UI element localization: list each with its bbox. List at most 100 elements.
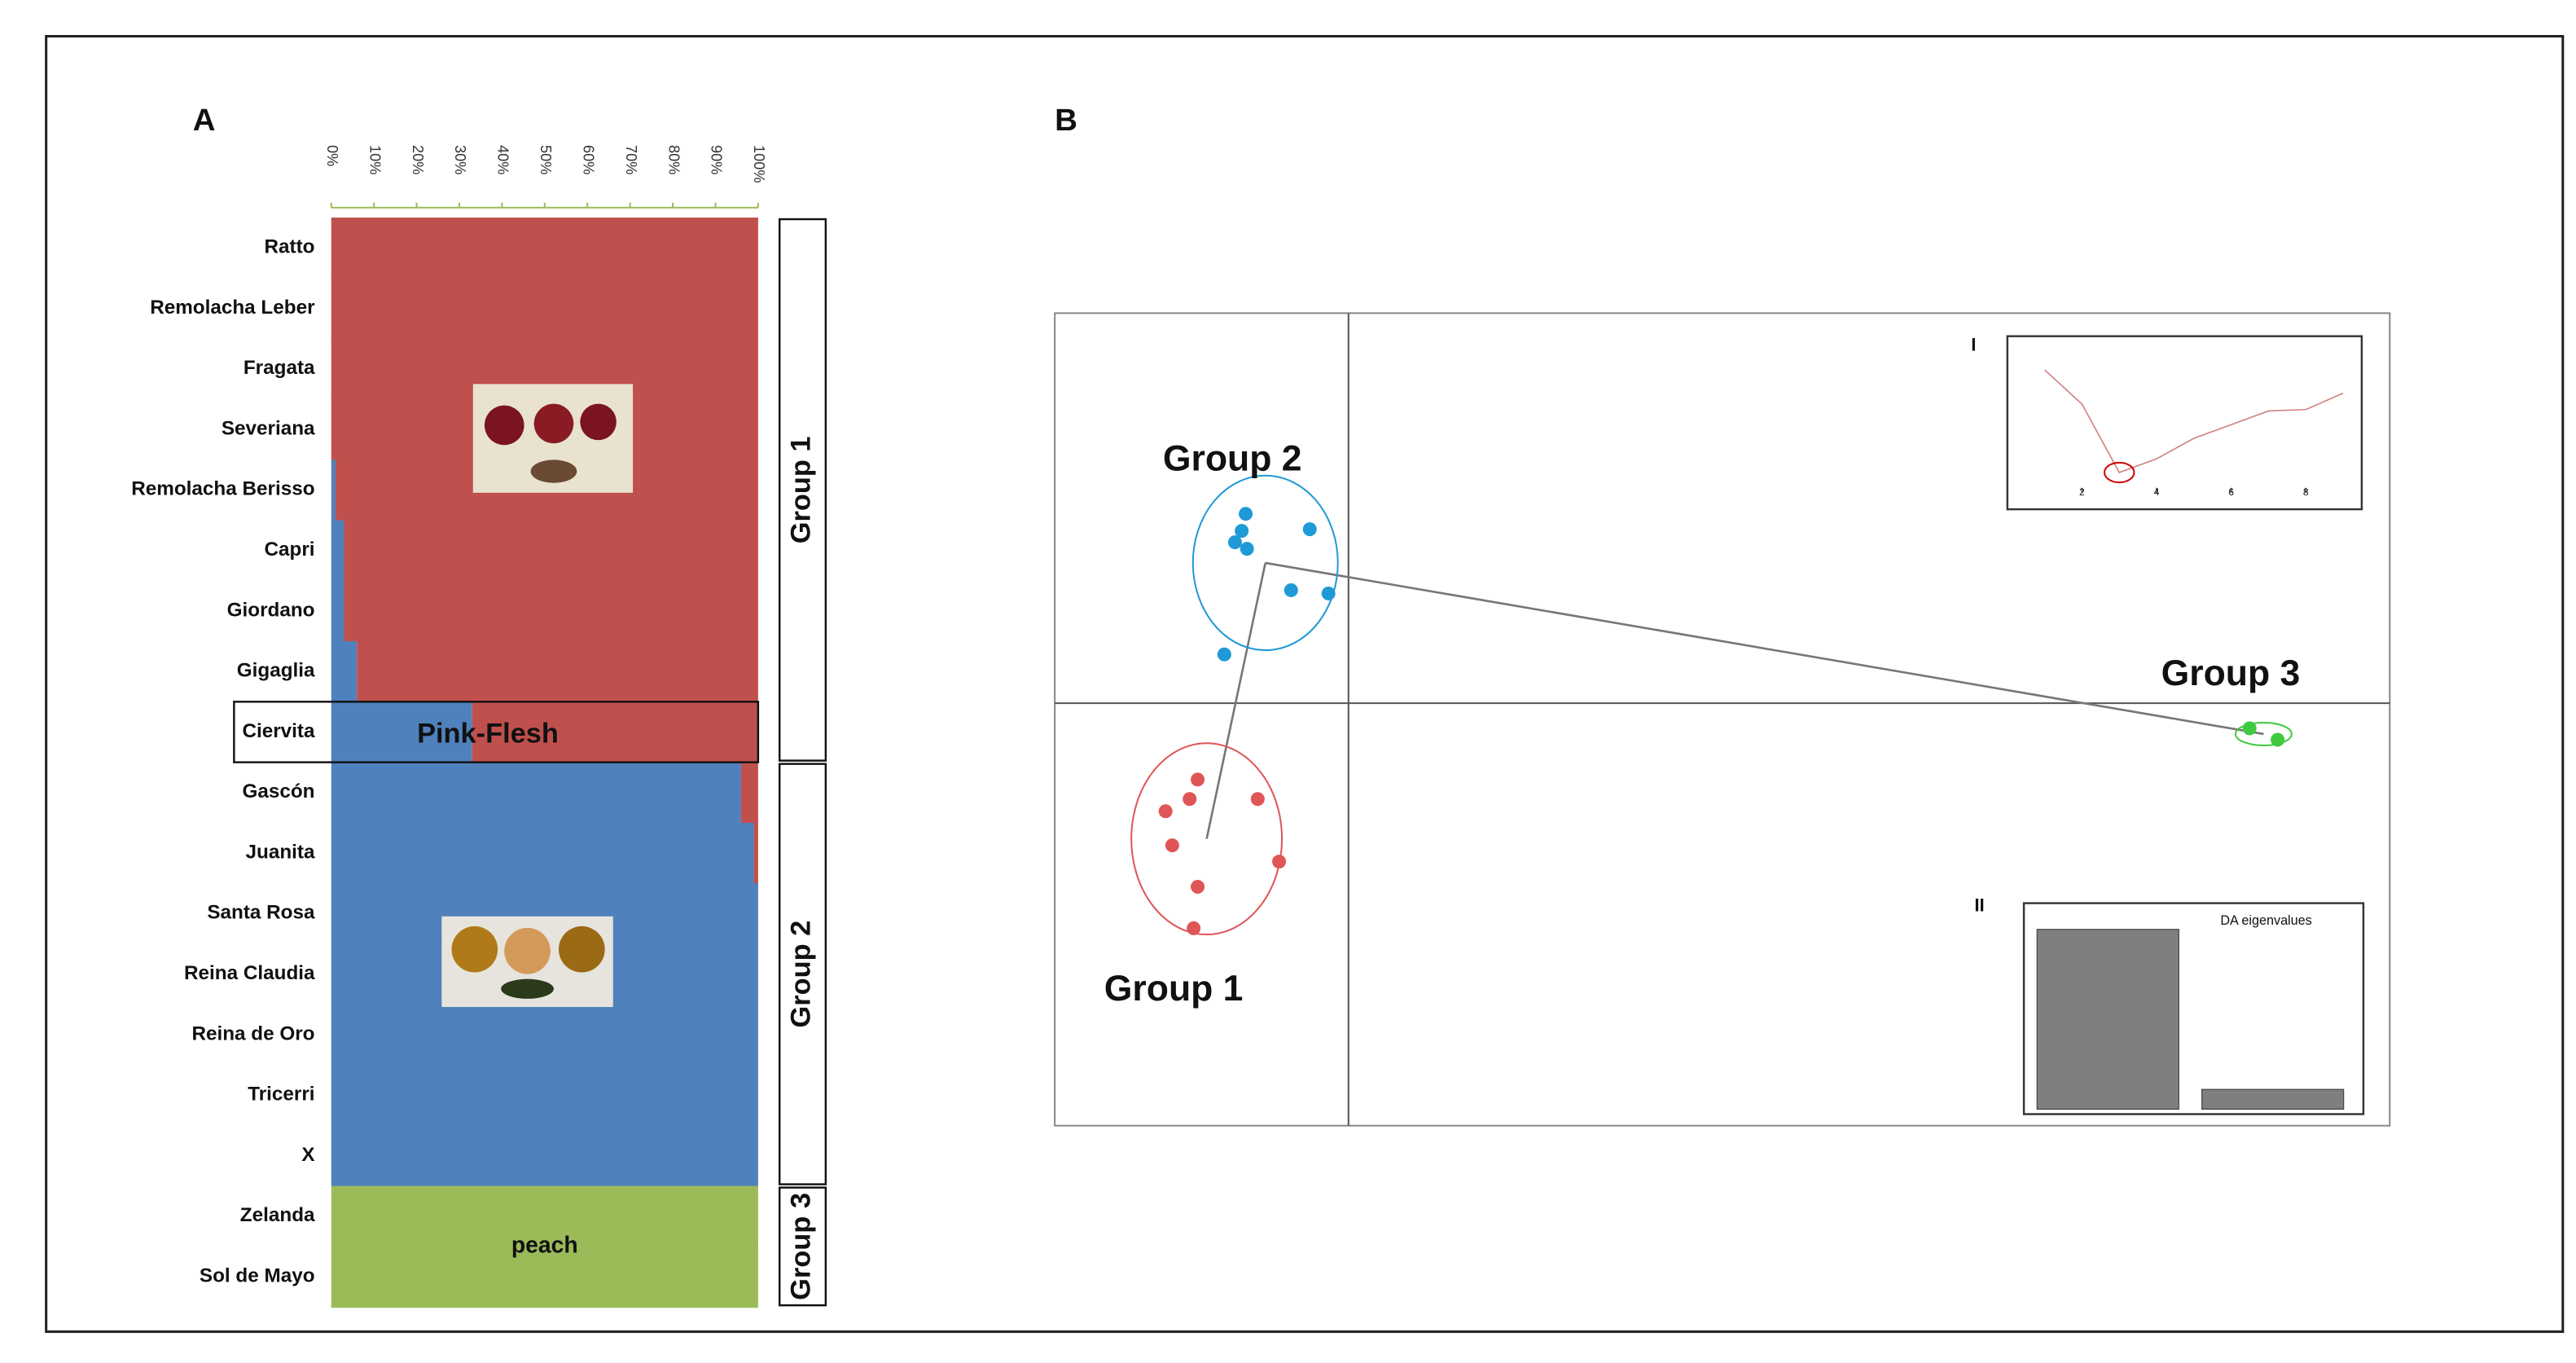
x-tick-label: 30% xyxy=(452,145,468,174)
group-box xyxy=(778,1186,827,1307)
x-tick-label: 70% xyxy=(623,145,639,174)
inset-label: I xyxy=(1971,335,1976,355)
dapc-plot: Group 2 Group 1 Group 3 I 2 4 6 8 II DA eigenvalu… xyxy=(1054,312,2391,1127)
inset-label: II xyxy=(1974,895,1984,916)
point xyxy=(1165,838,1179,853)
group-ellipse xyxy=(1130,742,1284,936)
x-tick-label: 20% xyxy=(410,145,426,174)
x-tick-label: 10% xyxy=(366,145,383,174)
structure-plot: 0% 10% 20% 30% 40% 50% 60% 70% 80% 90% 100% Ratto Re… xyxy=(131,145,827,1308)
point xyxy=(1321,586,1336,600)
x-tick-label: 6 xyxy=(2228,486,2234,498)
x-tick-label: 50% xyxy=(538,145,554,174)
bar-segment xyxy=(331,1185,758,1247)
category-label: Sol de Mayo xyxy=(200,1264,315,1286)
x-tick-label: 100% xyxy=(751,145,767,183)
group-ellipse xyxy=(1191,474,1339,652)
tree-link xyxy=(1205,562,1267,839)
group-label: Group 3 xyxy=(2161,653,2301,693)
point xyxy=(1272,855,1287,869)
bar xyxy=(2036,929,2179,1110)
group-label: Group 2 xyxy=(786,921,817,1028)
point xyxy=(1158,804,1173,819)
point xyxy=(1183,792,1197,807)
point xyxy=(1240,542,1254,556)
point xyxy=(1239,507,1253,521)
inset-title: DA eigenvalues xyxy=(2220,913,2311,928)
minimum-marker xyxy=(2104,461,2135,484)
category-label: Reina de Oro xyxy=(191,1022,314,1044)
bar-segment xyxy=(331,1246,758,1308)
bar-segment xyxy=(331,459,336,521)
line xyxy=(2044,369,2344,473)
point xyxy=(1191,879,1205,894)
category-label: Ratto xyxy=(264,236,314,258)
bar-segment xyxy=(357,641,758,703)
x-tick-label: 90% xyxy=(709,145,725,174)
bar-segment xyxy=(331,822,754,885)
point xyxy=(1250,792,1265,807)
bar-segment xyxy=(331,641,358,703)
category-label: Gigaglia xyxy=(237,660,315,682)
x-tick-label: 80% xyxy=(665,145,682,174)
inset-frame xyxy=(2006,335,2363,511)
point xyxy=(1302,522,1317,537)
category-label: Remolacha Berisso xyxy=(131,478,314,500)
category-label: Giordano xyxy=(227,599,315,621)
fruit xyxy=(559,926,605,973)
category-label: X xyxy=(301,1144,314,1166)
point xyxy=(1227,535,1242,550)
point xyxy=(1191,772,1205,787)
point xyxy=(2271,732,2285,747)
category-label: Remolacha Leber xyxy=(150,297,315,319)
bar-segment xyxy=(331,580,344,643)
fruit xyxy=(504,927,551,974)
panel-label: A xyxy=(193,103,216,138)
x-tick-label: 60% xyxy=(580,145,596,174)
bar xyxy=(2201,1088,2345,1110)
x-tick-label: 40% xyxy=(495,145,511,174)
category-label: Ciervita xyxy=(242,720,315,742)
x-tick-label: 0% xyxy=(324,145,340,166)
x-tick-label: 8 xyxy=(2303,486,2309,498)
highlight-box xyxy=(233,701,760,763)
category-label: Reina Claudia xyxy=(184,962,315,984)
fruit xyxy=(580,403,617,441)
fruit xyxy=(484,405,524,446)
bar-segment xyxy=(472,701,758,763)
bar-segment xyxy=(331,1004,758,1066)
category-label: Juanita xyxy=(246,841,315,863)
group-ellipse xyxy=(2234,722,2293,746)
highlight-label: Pink-Flesh xyxy=(417,719,559,750)
category-label: Zelanda xyxy=(240,1204,315,1226)
frame xyxy=(45,34,2565,1334)
category-label: Capri xyxy=(264,539,314,561)
tree-link xyxy=(1265,561,2264,736)
category-label: Severiana xyxy=(222,417,315,439)
point xyxy=(1187,921,1201,935)
fill-label: peach xyxy=(511,1232,578,1258)
fruit xyxy=(451,926,498,973)
bar-segment xyxy=(331,701,472,763)
bar-segment xyxy=(331,1065,758,1127)
category-label: Gascón xyxy=(242,780,314,802)
group-box xyxy=(778,218,827,762)
group-label: Group 3 xyxy=(786,1193,817,1300)
point xyxy=(1235,524,1249,539)
bar-segment xyxy=(344,580,758,643)
bar-segment xyxy=(753,822,758,885)
photos xyxy=(441,384,634,1008)
leaf xyxy=(501,978,554,999)
group-label: Group 1 xyxy=(786,436,817,543)
bar-segment xyxy=(331,218,758,279)
category-label: Santa Rosa xyxy=(207,902,315,924)
bar-segment xyxy=(331,520,344,582)
point xyxy=(1217,647,1231,662)
group-box xyxy=(778,763,827,1185)
bar-segment xyxy=(344,520,758,582)
bar-segment xyxy=(331,762,741,824)
panel-label: B xyxy=(1055,103,1077,138)
point xyxy=(1284,583,1298,597)
